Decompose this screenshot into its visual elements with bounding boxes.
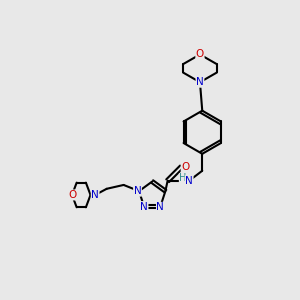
Text: N: N — [185, 176, 193, 186]
Text: N: N — [134, 186, 141, 196]
Text: O: O — [196, 50, 204, 59]
Text: H: H — [179, 173, 187, 184]
Text: N: N — [157, 202, 164, 212]
Text: N: N — [140, 202, 148, 212]
Text: N: N — [91, 190, 99, 200]
Text: N: N — [196, 77, 204, 87]
Text: O: O — [68, 190, 76, 200]
Text: O: O — [181, 162, 189, 172]
